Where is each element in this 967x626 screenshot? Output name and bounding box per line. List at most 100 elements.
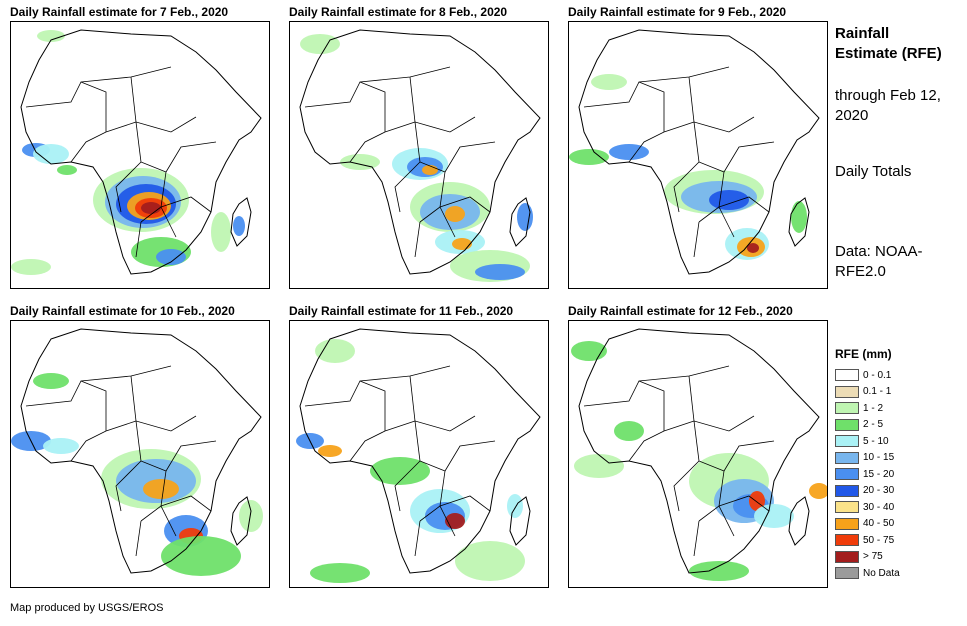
legend-swatch xyxy=(835,517,859,530)
legend-label: 2 - 5 xyxy=(863,419,884,431)
panel-title-9feb: Daily Rainfall estimate for 9 Feb., 2020 xyxy=(568,5,787,19)
side-daily-totals: Daily Totals xyxy=(835,163,912,180)
rain-area xyxy=(709,190,749,210)
rainfall-map-8feb xyxy=(289,21,549,289)
legend-swatch xyxy=(835,402,859,415)
rainfall-map-12feb xyxy=(568,320,828,588)
rain-area xyxy=(591,74,627,90)
country-border xyxy=(160,206,177,238)
country-border xyxy=(638,365,730,382)
country-border xyxy=(304,81,386,132)
country-border xyxy=(663,420,695,432)
rainfall-map-11feb xyxy=(289,320,549,588)
country-border xyxy=(130,375,197,432)
africa-coastline xyxy=(299,328,541,574)
legend-swatch xyxy=(835,451,859,464)
map-credit: Map produced by USGS/EROS xyxy=(10,602,164,614)
rain-area xyxy=(57,165,77,175)
rain-area xyxy=(43,438,79,454)
panel-title-12feb: Daily Rainfall estimate for 12 Feb., 202… xyxy=(568,304,793,318)
legend-item: 50 - 75 xyxy=(835,532,900,549)
country-border xyxy=(673,460,700,512)
legend-item: 30 - 40 xyxy=(835,499,900,516)
rain-area xyxy=(614,421,644,441)
panel-title-8feb: Daily Rainfall estimate for 8 Feb., 2020 xyxy=(289,5,508,19)
africa-coastline xyxy=(578,328,820,574)
legend-title: RFE (mm) xyxy=(835,347,892,361)
rain-area xyxy=(33,144,69,164)
rainfall-field xyxy=(571,341,827,581)
legend-item: 1 - 2 xyxy=(835,400,900,417)
country-border xyxy=(80,365,172,382)
rain-area xyxy=(571,341,607,361)
legend-item: 15 - 20 xyxy=(835,466,900,483)
rain-area xyxy=(233,216,245,236)
legend-label: 40 - 50 xyxy=(863,518,895,530)
rain-area xyxy=(161,536,241,576)
legend-label: No Data xyxy=(863,567,900,579)
legend-label: 1 - 2 xyxy=(863,402,884,414)
country-border xyxy=(384,121,416,133)
country-borders xyxy=(304,365,496,557)
rain-area xyxy=(143,479,179,499)
rain-area xyxy=(370,457,430,485)
legend-label: > 75 xyxy=(863,551,883,563)
panel-title-10feb: Daily Rainfall estimate for 10 Feb., 202… xyxy=(10,304,235,318)
country-borders xyxy=(25,365,217,557)
country-border xyxy=(439,495,491,512)
country-border xyxy=(444,141,496,173)
country-border xyxy=(688,76,755,133)
africa-coastline xyxy=(20,328,262,574)
rain-area xyxy=(791,201,807,233)
rain-area xyxy=(689,561,749,581)
rfe-legend: RFE (mm) 0 - 0.1 0.1 - 1 1 - 2 2 - 5 5 - 10 1… xyxy=(835,347,900,582)
country-border xyxy=(135,520,142,557)
country-border xyxy=(165,141,217,173)
legend-item: 2 - 5 xyxy=(835,417,900,434)
country-border xyxy=(409,76,476,133)
madagascar-outline xyxy=(230,197,252,247)
legend-swatch xyxy=(835,550,859,563)
country-border xyxy=(628,430,665,462)
country-border xyxy=(723,440,775,472)
rain-area xyxy=(156,249,186,265)
country-border xyxy=(439,206,456,238)
country-border xyxy=(359,66,451,83)
country-border xyxy=(718,206,735,238)
country-border xyxy=(688,375,755,432)
rainfall-map-7feb xyxy=(10,21,270,289)
madagascar-outline xyxy=(509,197,531,247)
rain-area xyxy=(445,206,465,222)
rain-area xyxy=(340,154,380,170)
legend-item: 10 - 15 xyxy=(835,450,900,467)
madagascar-outline xyxy=(509,496,531,546)
country-border xyxy=(160,495,212,512)
country-border xyxy=(25,81,107,132)
legend-swatch xyxy=(835,534,859,547)
madagascar-outline xyxy=(788,496,810,546)
legend-swatch xyxy=(835,501,859,514)
rain-area xyxy=(609,144,649,160)
country-border xyxy=(349,131,386,163)
legend-swatch xyxy=(835,385,859,398)
madagascar-outline xyxy=(230,496,252,546)
legend-swatch xyxy=(835,435,859,448)
rainfall-field xyxy=(569,74,807,260)
rain-area xyxy=(211,212,231,252)
rain-area xyxy=(445,513,465,529)
country-borders xyxy=(583,66,775,258)
rain-area xyxy=(754,504,794,528)
legend-rows: 0 - 0.1 0.1 - 1 1 - 2 2 - 5 5 - 10 10 - 15 15 … xyxy=(835,367,900,582)
side-data-source: Data: NOAA-RFE2.0 xyxy=(835,243,923,280)
legend-swatch xyxy=(835,484,859,497)
rain-area xyxy=(452,238,472,250)
country-border xyxy=(349,430,386,462)
rain-area xyxy=(318,445,342,457)
country-border xyxy=(115,161,142,213)
country-borders xyxy=(25,66,217,258)
rain-area xyxy=(475,264,525,280)
side-title: Rainfall Estimate (RFE) xyxy=(835,25,942,62)
country-border xyxy=(130,76,197,133)
africa-coastline xyxy=(578,29,820,275)
africa-coastline xyxy=(299,29,541,275)
